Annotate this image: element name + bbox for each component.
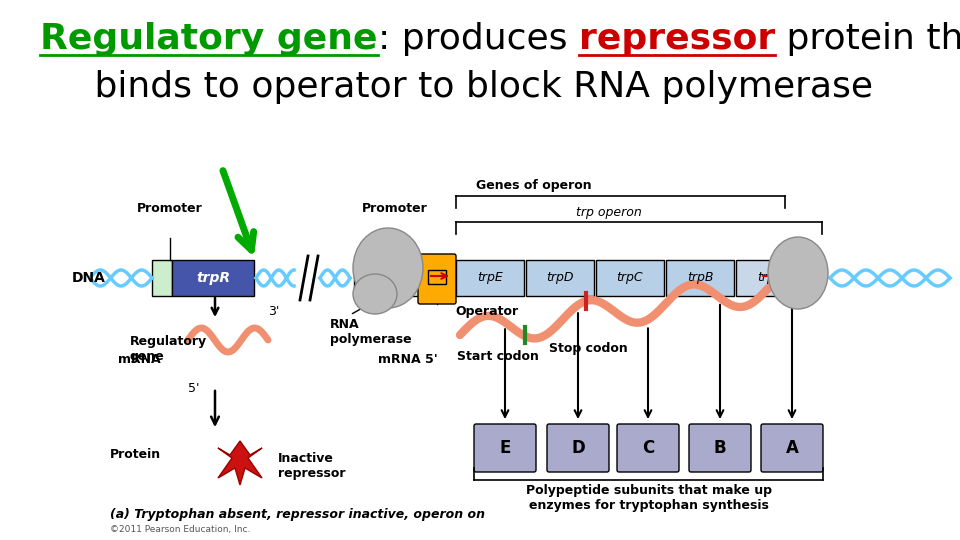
Text: binds to operator to block RNA polymerase: binds to operator to block RNA polymeras… [60,70,873,104]
FancyBboxPatch shape [354,260,434,296]
Text: ©2011 Pearson Education, Inc.: ©2011 Pearson Education, Inc. [110,525,251,534]
FancyBboxPatch shape [474,424,536,472]
Text: RNA
polymerase: RNA polymerase [330,318,412,346]
Text: 5': 5' [188,382,200,395]
FancyBboxPatch shape [456,260,524,296]
Text: trpB: trpB [686,272,713,285]
FancyBboxPatch shape [689,424,751,472]
Text: Regulatory
gene: Regulatory gene [130,335,207,363]
Text: C: C [642,439,654,457]
Text: Polypeptide subunits that make up
enzymes for tryptophan synthesis: Polypeptide subunits that make up enzyme… [525,484,772,512]
FancyBboxPatch shape [152,260,172,296]
FancyBboxPatch shape [547,424,609,472]
FancyBboxPatch shape [617,424,679,472]
Text: Stop codon: Stop codon [548,342,628,355]
Text: Promoter: Promoter [137,202,203,215]
FancyBboxPatch shape [172,260,254,296]
Text: Regulatory gene: Regulatory gene [40,22,377,56]
Ellipse shape [353,228,423,308]
Text: 3': 3' [268,305,279,318]
Ellipse shape [768,237,828,309]
FancyBboxPatch shape [761,424,823,472]
FancyBboxPatch shape [596,260,664,296]
Ellipse shape [353,274,397,314]
Text: trp operon: trp operon [576,206,642,219]
Text: Genes of operon: Genes of operon [476,179,591,192]
FancyBboxPatch shape [428,270,446,284]
Text: repressor: repressor [579,22,775,56]
Text: E: E [499,439,511,457]
Text: trpA: trpA [756,272,783,285]
Text: protein that: protein that [775,22,960,56]
FancyBboxPatch shape [418,254,456,304]
Text: Promoter: Promoter [362,202,428,215]
Text: mRNA: mRNA [118,353,160,366]
Text: Inactive
repressor: Inactive repressor [278,452,346,480]
Polygon shape [218,441,262,485]
FancyBboxPatch shape [666,260,734,296]
Text: : produces: : produces [377,22,579,56]
Text: B: B [713,439,727,457]
Text: Protein: Protein [110,448,161,461]
Text: trpD: trpD [546,272,574,285]
Text: trpE: trpE [477,272,503,285]
Text: trpC: trpC [616,272,643,285]
Text: mRNA 5': mRNA 5' [378,353,438,366]
Text: Start codon: Start codon [457,350,539,363]
FancyBboxPatch shape [526,260,594,296]
Text: D: D [571,439,585,457]
FancyBboxPatch shape [736,260,804,296]
Text: trpR: trpR [196,271,230,285]
Text: (a) Tryptophan absent, repressor inactive, operon on: (a) Tryptophan absent, repressor inactiv… [110,508,485,521]
Text: DNA: DNA [72,271,106,285]
Text: A: A [785,439,799,457]
Text: Operator: Operator [455,305,518,318]
